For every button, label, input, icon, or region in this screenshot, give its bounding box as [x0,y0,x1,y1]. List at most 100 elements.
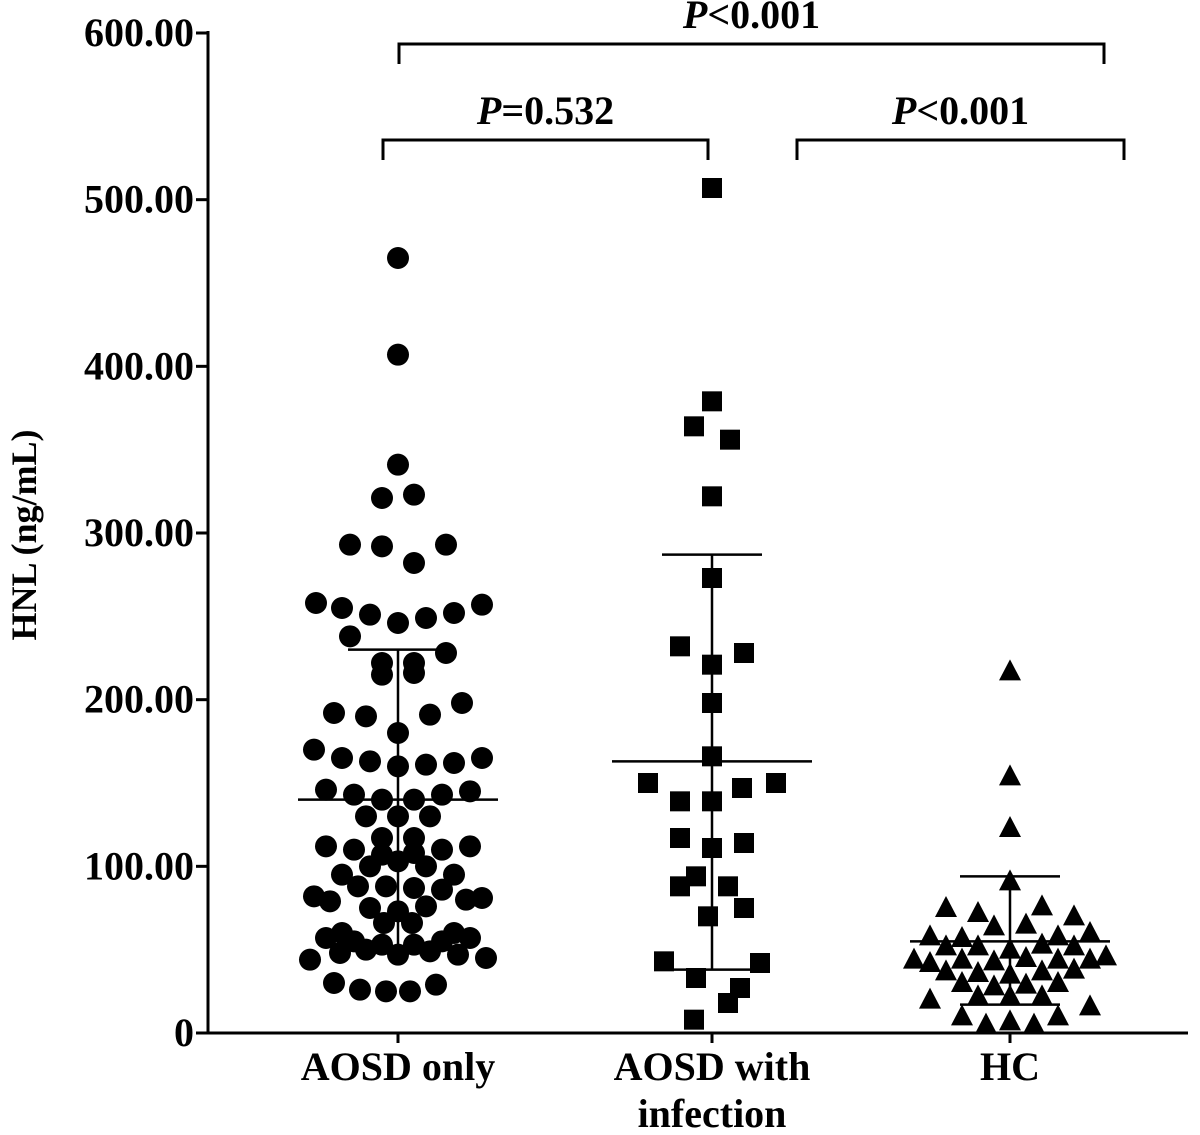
significance-brackets: P =0.532 P<0.001 P<0.001 [381,0,1126,160]
p-text-0: =0.532 [501,88,614,133]
point-0-38 [431,783,453,806]
point-0-10 [331,597,353,619]
point-0-68 [401,912,423,934]
point-0-40 [355,805,377,828]
point-2-32 [951,971,973,992]
point-1-29 [684,1009,704,1030]
point-0-64 [359,897,381,919]
y-tick-label-3: 300.00 [84,510,194,555]
point-0-59 [431,878,453,901]
point-0-16 [339,625,361,648]
point-2-20 [919,951,941,972]
point-1-6 [670,636,690,657]
point-0-51 [359,855,381,878]
point-1-25 [750,953,770,973]
point-2-13 [1079,921,1101,942]
p-value-1: P<0.001 [891,88,1029,133]
point-1-20 [670,876,690,897]
point-2-43 [999,1009,1021,1031]
point-0-24 [419,703,441,726]
point-2-39 [1031,984,1053,1006]
point-0-43 [371,827,393,849]
point-0-57 [375,875,397,898]
y-tick-label-5: 500.00 [84,177,194,222]
point-0-79 [419,940,441,963]
point-0-39 [459,780,481,803]
point-0-23 [355,705,377,728]
y-axis-ticks: 0 100.00 200.00 300.00 400.00 500.00 600.00 [84,10,208,1055]
bracket-1 [795,138,1126,160]
point-0-83 [475,947,497,969]
p-symbol-1: P [891,88,917,133]
point-0-7 [403,552,425,574]
point-2-8 [983,914,1005,936]
point-1-24 [654,951,674,972]
point-1-19 [686,866,706,887]
point-0-82 [447,943,469,966]
point-2-30 [1031,959,1053,981]
point-0-13 [415,607,437,629]
point-0-55 [443,863,465,886]
point-2-35 [1047,971,1069,992]
point-1-1 [702,391,722,412]
point-1-14 [670,791,690,812]
point-0-87 [399,980,421,1003]
p-value-2: P<0.001 [682,0,820,37]
point-2-23 [1015,946,1037,967]
point-0-19 [435,642,457,664]
point-0-25 [451,692,473,714]
point-0-14 [443,602,465,624]
error-bars [298,553,1110,1006]
point-0-5 [339,533,361,556]
point-0-11 [359,603,381,626]
point-0-3 [371,487,393,509]
point-2-0 [999,659,1021,681]
point-0-9 [305,592,327,614]
point-0-34 [315,778,337,801]
point-1-17 [734,833,754,853]
point-0-22 [323,702,345,724]
point-0-21 [403,662,425,684]
point-0-46 [343,838,365,861]
point-0-53 [415,855,437,878]
point-0-29 [359,750,381,773]
point-0-66 [415,895,437,918]
point-0-8 [435,533,457,556]
point-0-71 [315,927,337,949]
point-0-2 [387,453,409,476]
point-1-2 [684,416,704,437]
p-text-1: <0.001 [916,88,1029,133]
point-2-4 [935,896,957,917]
point-1-23 [698,906,718,927]
point-2-28 [967,961,989,982]
point-1-7 [734,643,754,663]
point-2-26 [1095,944,1117,966]
category-label-2-0: HC [980,1044,1040,1089]
point-2-7 [1063,904,1085,926]
point-0-42 [419,805,441,828]
category-label-0-0: AOSD only [301,1044,496,1089]
point-0-0 [387,247,409,269]
point-1-12 [732,778,752,798]
point-0-4 [403,483,425,506]
bracket-0 [381,138,710,160]
point-2-45 [1023,1012,1045,1034]
point-2-25 [1079,947,1101,969]
point-1-26 [686,968,706,988]
point-1-11 [638,773,658,793]
category-label-1-0: AOSD with [614,1044,811,1089]
y-tick-label-0: 0 [174,1010,194,1055]
point-0-6 [371,535,393,558]
point-2-15 [967,934,989,956]
point-0-15 [471,593,493,616]
point-1-0 [702,178,722,198]
point-2-34 [1015,972,1037,994]
point-2-9 [1015,912,1037,934]
point-1-21 [718,876,738,897]
point-0-32 [443,752,465,774]
point-2-24 [1047,947,1069,969]
point-0-50 [459,835,481,858]
point-2-42 [1047,1004,1069,1026]
point-0-1 [387,343,409,366]
